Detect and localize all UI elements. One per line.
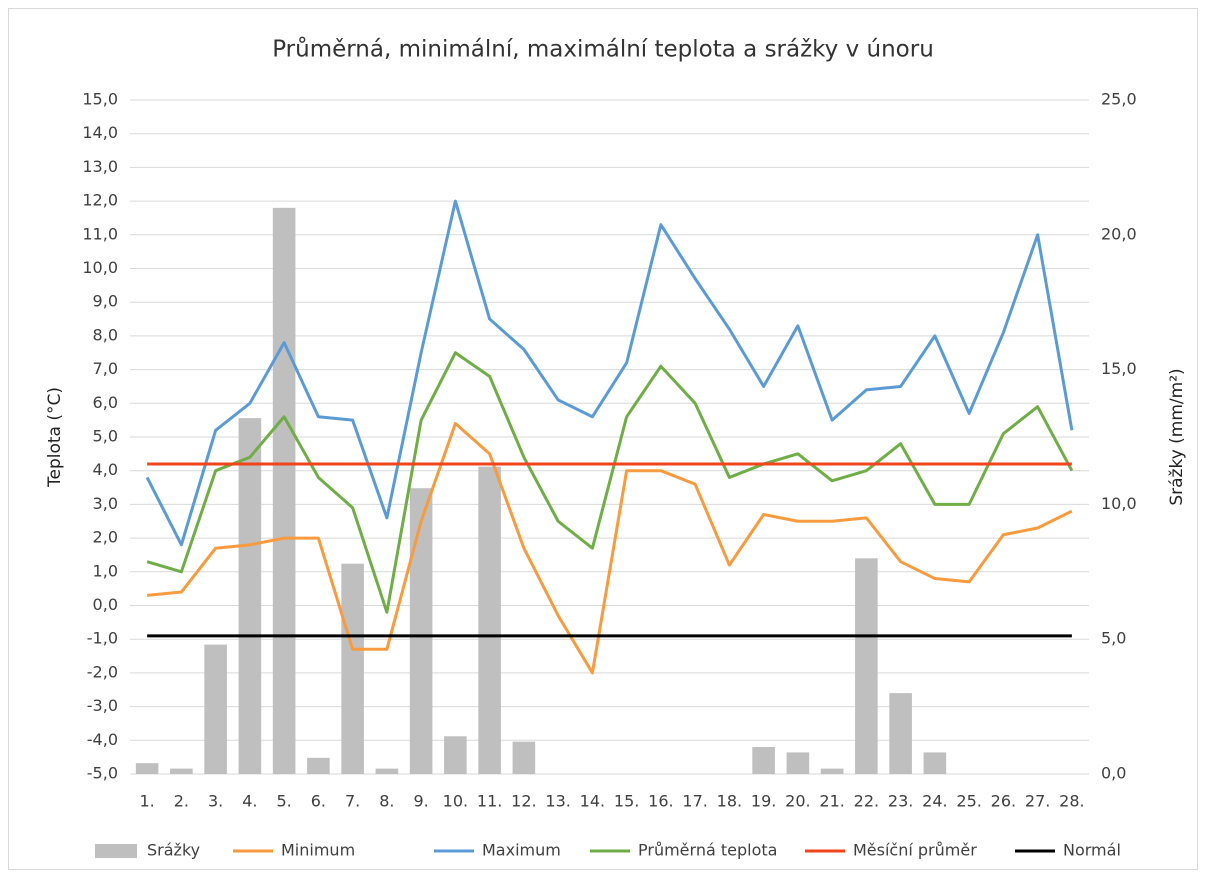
bar — [341, 563, 364, 774]
bar — [204, 644, 227, 774]
bar — [272, 207, 296, 775]
y-tick-label: 1,0 — [93, 561, 118, 580]
line-series — [146, 351, 1074, 614]
x-tick-label: 7. — [345, 792, 360, 811]
x-tick-label: 5. — [276, 792, 291, 811]
legend-swatch — [95, 844, 137, 858]
y-tick-label: 14,0 — [82, 123, 118, 142]
bar — [409, 488, 433, 774]
legend-label: Normál — [1063, 841, 1121, 860]
y-tick-label: 7,0 — [93, 359, 118, 378]
x-tick-label: 4. — [242, 792, 257, 811]
bar — [238, 418, 262, 774]
bar — [786, 752, 810, 774]
y-tick-label: 5,0 — [93, 427, 118, 446]
x-tick-label: 1. — [139, 792, 154, 811]
chart-title: Průměrná, minimální, maximální teplota a… — [272, 36, 934, 63]
y-tick-label: 9,0 — [93, 292, 118, 311]
x-tick-label: 6. — [311, 792, 326, 811]
x-tick-label: 11. — [477, 792, 502, 811]
x-tick-label: 20. — [785, 792, 810, 811]
y-tick-label: 2,0 — [93, 528, 118, 547]
x-tick-label: 21. — [819, 792, 844, 811]
y-tick-label: 8,0 — [93, 325, 118, 344]
line-series — [145, 199, 1074, 547]
x-tick-label: 16. — [648, 792, 673, 811]
x-tick-label: 28. — [1059, 792, 1084, 811]
bar — [478, 466, 501, 774]
legend-label: Měsíční průměr — [853, 841, 977, 860]
y-tick-label: 3,0 — [93, 494, 118, 513]
x-tick-label: 18. — [717, 792, 742, 811]
y-tick-label: -2,0 — [87, 662, 118, 681]
x-tick-label: 26. — [991, 792, 1016, 811]
bar — [512, 741, 536, 774]
bar — [307, 757, 330, 774]
bar — [170, 768, 193, 774]
y-tick-label: 4,0 — [93, 460, 118, 479]
y-tick-label: -3,0 — [87, 696, 118, 715]
x-tick-label: 8. — [379, 792, 394, 811]
bar — [855, 558, 878, 774]
y-tick-label: 10,0 — [82, 258, 118, 277]
y-tick-label: -5,0 — [87, 764, 118, 783]
bar — [444, 736, 467, 774]
bar — [135, 763, 159, 774]
x-tick-label: 14. — [580, 792, 605, 811]
line-series — [146, 422, 1073, 675]
y-tick-label: 6,0 — [93, 393, 118, 412]
x-tick-label: 25. — [956, 792, 981, 811]
y-tick-label: -4,0 — [87, 730, 118, 749]
legend-label: Maximum — [482, 841, 561, 860]
x-tick-label: 22. — [854, 792, 879, 811]
x-tick-label: 27. — [1025, 792, 1050, 811]
x-tick-label: 15. — [614, 792, 639, 811]
y2-tick-label: 5,0 — [1101, 629, 1126, 648]
bar — [923, 752, 947, 774]
bar — [889, 693, 912, 774]
y-axis-title: Teplota (°C) — [45, 387, 65, 488]
x-tick-label: 12. — [511, 792, 536, 811]
x-tick-label: 17. — [682, 792, 707, 811]
y-tick-label: 0,0 — [93, 595, 118, 614]
bar — [752, 747, 775, 774]
x-tick-label: 3. — [208, 792, 223, 811]
legend-label: Průměrná teplota — [638, 841, 777, 860]
y2-axis-title: Srážky (mm/m²) — [1167, 368, 1187, 505]
y2-tick-label: 10,0 — [1101, 494, 1137, 513]
y-tick-label: 11,0 — [82, 224, 118, 243]
x-tick-label: 2. — [174, 792, 189, 811]
x-tick-label: 10. — [443, 792, 468, 811]
x-tick-label: 23. — [888, 792, 913, 811]
x-tick-label: 19. — [751, 792, 776, 811]
x-tick-label: 9. — [413, 792, 428, 811]
y-tick-label: -1,0 — [87, 629, 118, 648]
bar — [820, 768, 844, 774]
y2-tick-label: 0,0 — [1101, 764, 1126, 783]
y-tick-label: 15,0 — [82, 90, 118, 109]
y-tick-label: 13,0 — [82, 157, 118, 176]
y2-tick-label: 20,0 — [1101, 224, 1137, 243]
y2-tick-label: 25,0 — [1101, 90, 1137, 109]
legend-label: Minimum — [281, 841, 355, 860]
bar — [375, 768, 399, 774]
x-tick-label: 13. — [545, 792, 570, 811]
y2-tick-label: 15,0 — [1101, 359, 1137, 378]
x-tick-label: 24. — [922, 792, 947, 811]
legend-label: Srážky — [147, 841, 200, 860]
y-tick-label: 12,0 — [82, 191, 118, 210]
